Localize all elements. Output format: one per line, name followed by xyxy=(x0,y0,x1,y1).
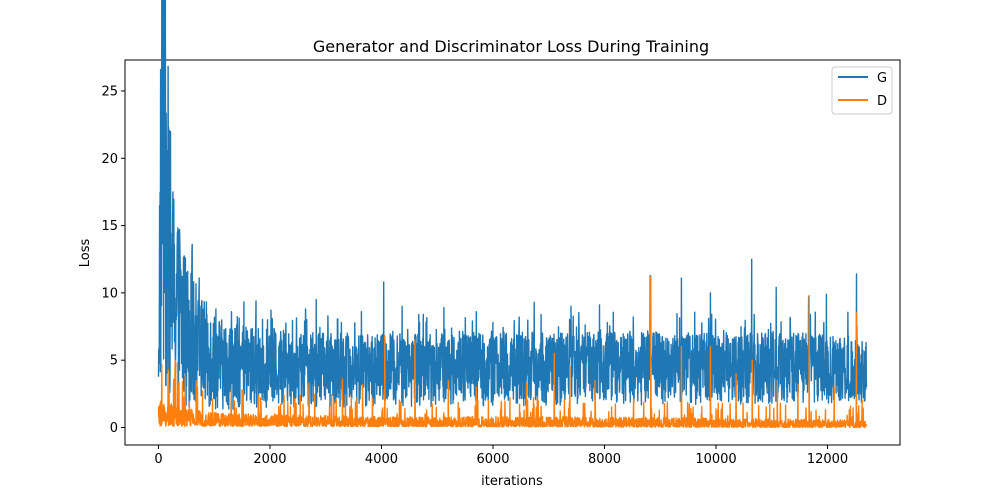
x-tick-label: 12000 xyxy=(807,452,848,467)
y-tick-label: 25 xyxy=(101,84,118,99)
y-tick-label: 20 xyxy=(101,152,118,167)
legend: G D xyxy=(831,66,893,115)
legend-box xyxy=(831,66,893,115)
legend-label-g: G xyxy=(877,71,887,86)
series-layer xyxy=(157,0,868,429)
x-tick-label: 8000 xyxy=(588,452,621,467)
x-axis-ticks: 0 2000 4000 6000 8000 10000 12000 xyxy=(154,445,848,467)
x-tick-label: 0 xyxy=(154,452,162,467)
x-tick-label: 2000 xyxy=(253,452,286,467)
chart-title: Generator and Discriminator Loss During … xyxy=(313,37,709,56)
x-tick-label: 10000 xyxy=(695,452,736,467)
legend-label-d: D xyxy=(877,94,887,109)
y-tick-label: 10 xyxy=(101,286,118,301)
series-line-d xyxy=(157,276,868,429)
y-tick-label: 15 xyxy=(101,219,118,234)
y-tick-label: 0 xyxy=(110,421,118,436)
plot-frame xyxy=(124,59,901,446)
series-line-g xyxy=(157,0,868,410)
y-tick-label: 5 xyxy=(110,354,118,369)
y-axis-ticks: 0 5 10 15 20 25 xyxy=(101,84,125,436)
x-tick-label: 4000 xyxy=(365,452,398,467)
x-axis-label: iterations xyxy=(481,474,543,489)
y-axis-label: Loss xyxy=(78,239,93,268)
x-tick-label: 6000 xyxy=(476,452,509,467)
